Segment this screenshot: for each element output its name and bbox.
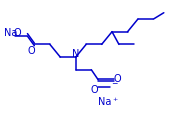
- Text: O: O: [114, 74, 121, 84]
- Text: O: O: [13, 28, 21, 38]
- Text: +: +: [113, 97, 118, 102]
- Text: −: −: [111, 79, 117, 88]
- Text: N: N: [72, 49, 80, 59]
- Text: Na: Na: [98, 97, 111, 107]
- Text: O: O: [91, 85, 98, 95]
- Text: O: O: [28, 46, 35, 56]
- Text: Na: Na: [4, 28, 18, 38]
